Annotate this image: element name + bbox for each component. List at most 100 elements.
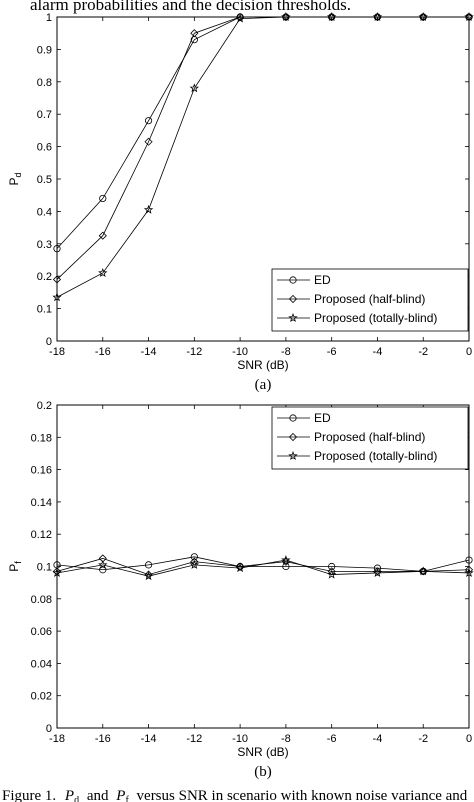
legend: ED Proposed (half-blind) Proposed (totally… [271, 406, 469, 470]
legend-label: Proposed (half-blind) [314, 430, 425, 444]
x-tick-label: -18 [49, 733, 65, 745]
data-point [465, 556, 473, 564]
x-tick-label: -6 [327, 733, 337, 745]
series-2 [52, 12, 474, 284]
y-axis-label: Pf [7, 561, 23, 572]
caption-symbol-2: P [115, 788, 125, 802]
x-tick-label: 0 [466, 346, 472, 358]
y-tick-label: 0.1 [37, 562, 52, 574]
data-point [372, 568, 383, 577]
y-tick-label: 0.8 [37, 77, 52, 89]
chart-panel-b: -18 -16 -14 -12 -10 -8 -6 -4 -2 0 0 0.02 0.04 0.06 0.0… [7, 400, 474, 780]
data-point [281, 12, 291, 21]
data-point [418, 12, 428, 21]
x-tick-label: -6 [327, 346, 337, 358]
y-tick-label: 0.08 [31, 594, 52, 606]
caption-subscript-2: f [125, 795, 129, 802]
series-3 [52, 555, 474, 581]
y-tick-label: 0.14 [31, 497, 52, 509]
x-tick-label: -14 [141, 346, 157, 358]
data-point [464, 12, 474, 21]
data-point [235, 13, 245, 23]
data-point [98, 559, 108, 569]
x-tick-label: -16 [95, 733, 111, 745]
y-tick-label: 0.6 [37, 142, 52, 154]
caption-symbol-1: P [64, 788, 74, 802]
series-line [56, 559, 470, 577]
series-3 [52, 12, 474, 302]
data-point [326, 569, 337, 579]
legend-marker [288, 451, 298, 460]
x-tick-label: -14 [141, 733, 157, 745]
legend-label: Proposed (totally-blind) [314, 449, 437, 463]
y-axis-label-main: P [7, 564, 21, 572]
legend-marker [289, 276, 297, 284]
x-tick-label: -2 [418, 346, 428, 358]
caption-mid: and [87, 788, 109, 802]
x-tick-label: -4 [373, 733, 383, 745]
legend-label: ED [314, 273, 331, 287]
caption-rest: versus SNR in scenario with known noise … [137, 788, 468, 802]
x-tick-label: -10 [232, 733, 248, 745]
x-tick-label: -18 [49, 346, 65, 358]
y-tick-label: 0.18 [31, 432, 52, 444]
caption-subscript-1: d [74, 795, 79, 802]
data-point [190, 29, 199, 38]
x-tick-label: -16 [95, 346, 111, 358]
y-tick-label: 0.06 [31, 626, 52, 638]
data-point [52, 568, 62, 577]
series-line [56, 556, 470, 572]
legend-label: Proposed (totally-blind) [314, 311, 437, 325]
caption-prefix: Figure 1. [2, 788, 56, 802]
data-point [282, 562, 290, 571]
data-point [144, 117, 153, 125]
y-axis-label-main: P [7, 178, 21, 186]
data-point [281, 555, 291, 565]
x-tick-label: -12 [186, 346, 202, 358]
x-axis-label: SNR (dB) [237, 745, 288, 759]
legend-label: Proposed (half-blind) [314, 292, 425, 306]
data-point [52, 292, 62, 302]
y-tick-label: 0.16 [31, 465, 52, 477]
data-point [98, 268, 108, 277]
y-tick-label: 0 [46, 336, 52, 348]
figure-caption: Figure 1. Pd and Pf versus SNR in scenar… [2, 788, 468, 802]
x-tick-label: -2 [418, 733, 428, 745]
legend-marker [288, 294, 298, 304]
data-point [144, 137, 153, 146]
x-axis-label: SNR (dB) [237, 358, 288, 372]
x-tick-label: -8 [281, 346, 291, 358]
legend-box [271, 268, 469, 332]
y-tick-label: 0.2 [37, 271, 52, 283]
series-line [56, 16, 469, 280]
data-point [143, 204, 154, 214]
series-line [56, 16, 469, 249]
panel-label: (a) [255, 377, 272, 393]
data-point [235, 563, 245, 573]
y-tick-label: 0.2 [37, 400, 52, 412]
data-point [52, 275, 62, 284]
data-point [189, 559, 200, 569]
y-axis-label-sub: d [13, 172, 23, 177]
y-tick-label: 0.02 [31, 691, 52, 703]
data-point [143, 571, 154, 581]
y-tick-label: 0.3 [37, 239, 52, 251]
legend-marker [289, 414, 297, 422]
data-point [144, 561, 153, 569]
legend-marker [288, 432, 298, 442]
data-point [372, 12, 383, 21]
chart-panel-a: -18 -16 -14 -12 -10 -8 -6 -4 -2 0 0 0.1 0.2 0.3 0.4 0.5… [7, 12, 474, 393]
y-tick-label: 0.9 [37, 44, 52, 56]
series-line [56, 16, 469, 298]
legend-box [271, 406, 469, 470]
y-axis-label-sub: f [13, 561, 23, 564]
x-tick-label: -8 [281, 733, 291, 745]
y-tick-label: 0.1 [37, 304, 52, 316]
data-point [464, 568, 474, 577]
y-axis-label: Pd [7, 172, 23, 185]
x-tick-label: -12 [186, 733, 202, 745]
y-tick-label: 0.04 [31, 658, 52, 670]
legend-label: ED [314, 411, 331, 425]
x-tick-label: 0 [466, 733, 472, 745]
y-tick-label: 0 [46, 723, 52, 735]
